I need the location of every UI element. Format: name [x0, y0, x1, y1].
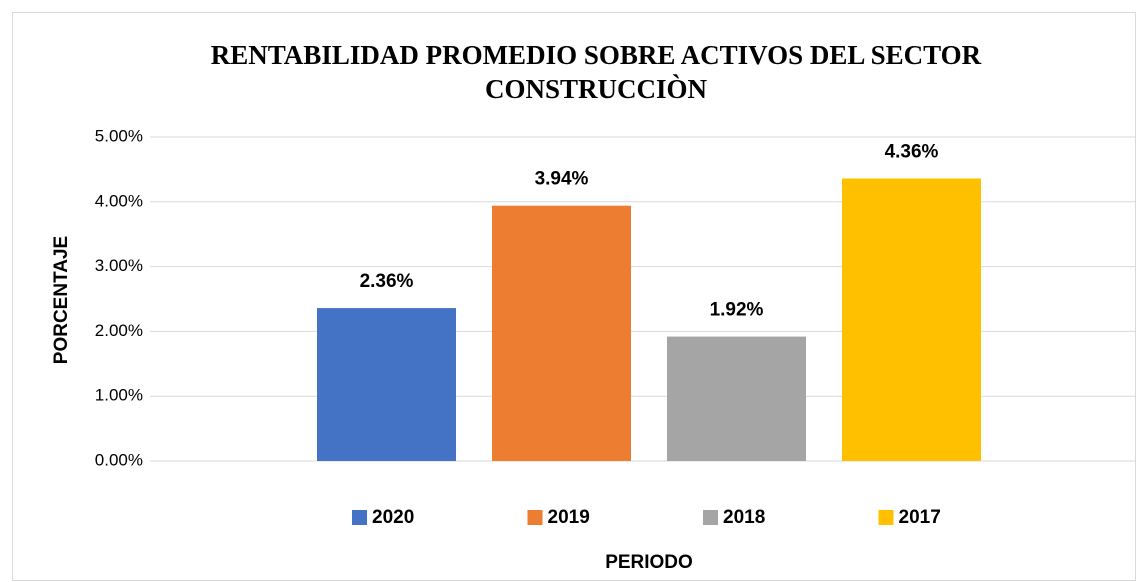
chart-title: RENTABILIDAD PROMEDIO SOBRE ACTIVOS DEL …: [211, 40, 982, 70]
legend-swatch: [527, 510, 543, 525]
data-label: 1.92%: [710, 300, 764, 321]
legend-label: 2017: [899, 507, 941, 528]
data-label: 4.36%: [885, 141, 939, 162]
legend-label: 2019: [548, 507, 590, 528]
bar: [317, 308, 456, 461]
x-axis-label: PERIODO: [605, 552, 693, 573]
bar: [667, 336, 806, 461]
y-axis-label: PORCENTAJE: [51, 236, 72, 364]
y-tick-label: 0.00%: [95, 450, 143, 469]
y-tick-label: 5.00%: [95, 126, 143, 145]
bar: [492, 205, 631, 461]
legend-label: 2018: [723, 507, 765, 528]
y-tick-label: 1.00%: [95, 386, 143, 405]
data-label: 3.94%: [535, 169, 589, 190]
legend-swatch: [352, 510, 367, 525]
bar: [842, 178, 981, 462]
y-tick-label: 3.00%: [95, 256, 143, 275]
chart-title: CONSTRUCCIÒN: [485, 74, 708, 104]
y-tick-label: 2.00%: [95, 321, 143, 340]
legend-swatch: [878, 510, 894, 525]
legend-label: 2020: [372, 507, 414, 528]
legend-swatch: [703, 510, 718, 525]
y-tick-label: 4.00%: [95, 191, 143, 210]
data-label: 2.36%: [360, 271, 414, 292]
